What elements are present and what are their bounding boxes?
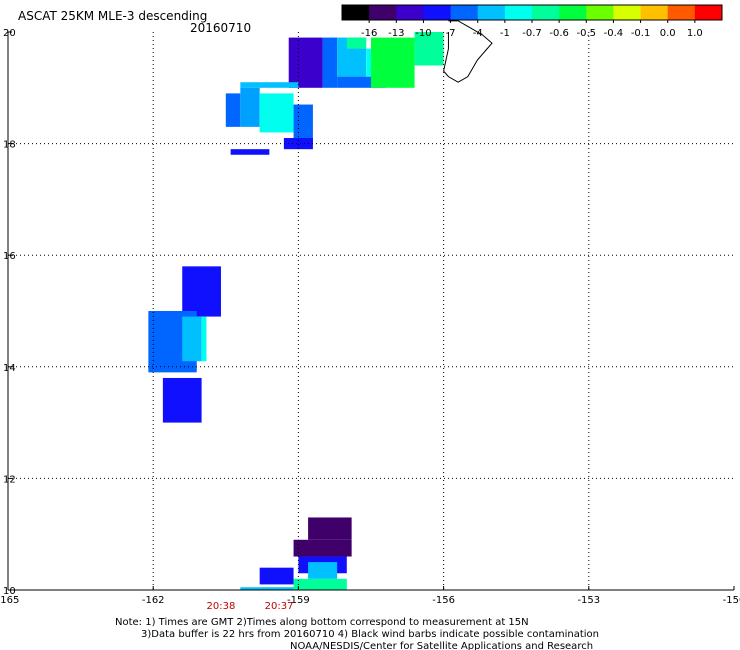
wind-cell: [259, 567, 294, 585]
colorbar-label: -4: [473, 28, 483, 39]
wind-cell: [162, 377, 202, 423]
colorbar-label: 1.0: [687, 28, 703, 39]
y-tick-label: 16: [3, 251, 16, 262]
note-line-1: Note: 1) Times are GMT 2)Times along bot…: [115, 617, 529, 628]
colorbar-swatch: [504, 5, 533, 20]
colorbar-label: -7: [446, 28, 456, 39]
map-grid: [8, 32, 734, 590]
wind-cell: [230, 149, 270, 155]
wind-cell: [293, 578, 347, 590]
colorbar: -16 -13 -10 -7 -4 -1 -0.7 -0.6 -0.5 -0.4 -0.1 0.0 1.…: [341, 4, 723, 39]
colorbar-label: -16: [361, 28, 377, 39]
x-tick-label: -156: [432, 595, 455, 606]
colorbar-swatch: [342, 5, 370, 20]
time-label: 20:37: [265, 601, 294, 612]
coastline: [443, 20, 493, 83]
colorbar-swatch: [559, 5, 587, 20]
colorbar-swatch: [369, 5, 397, 20]
colorbar-swatch: [423, 5, 452, 20]
colorbar-label: -0.1: [631, 28, 651, 39]
y-tick-label: 20: [3, 28, 16, 39]
chart-title: ASCAT 25KM MLE-3 descending: [18, 9, 207, 23]
note-line-2: 3)Data buffer is 22 hrs from 20160710 4)…: [141, 629, 599, 640]
wind-cell: [337, 76, 386, 88]
wind-cell: [346, 37, 367, 49]
wind-cell: [240, 82, 299, 88]
wind-cell: [308, 517, 352, 540]
wind-cell: [293, 104, 313, 144]
map-axes: -165 -162 -159 -156 -153 -150 10 12 14 16 18 20: [0, 28, 740, 606]
x-tick-label: -153: [577, 595, 600, 606]
colorbar-swatch: [450, 5, 479, 20]
y-tick-label: 10: [3, 586, 16, 597]
colorbar-label: 0.0: [660, 28, 676, 39]
colorbar-swatch: [396, 5, 424, 20]
note-line-3: NOAA/NESDIS/Center for Satellite Applica…: [290, 641, 593, 650]
colorbar-label: -0.6: [549, 28, 569, 39]
colorbar-label: -0.4: [604, 28, 624, 39]
colorbar-swatch: [667, 5, 696, 20]
wind-cell: [182, 316, 202, 362]
wind-cell: [322, 37, 338, 88]
x-tick-label: -150: [723, 595, 740, 606]
colorbar-swatch: [694, 5, 723, 20]
hawaii-coastline: [443, 20, 493, 83]
wind-cell: [283, 138, 313, 150]
colorbar-swatch: [613, 5, 642, 20]
colorbar-label: -0.7: [522, 28, 542, 39]
wind-cell: [182, 266, 221, 317]
wind-cell: [414, 32, 444, 66]
y-tick-label: 12: [3, 474, 16, 485]
y-tick-label: 18: [3, 140, 16, 151]
wind-cell: [371, 37, 415, 88]
colorbar-label: -13: [388, 28, 404, 39]
wind-cell: [225, 93, 241, 127]
x-tick-label: -165: [0, 595, 19, 606]
y-tick-label: 14: [3, 363, 16, 374]
colorbar-label: -10: [415, 28, 431, 39]
colorbar-swatch: [532, 5, 560, 20]
time-label: 20:38: [207, 601, 236, 612]
chart-date: 20160710: [190, 21, 251, 35]
wind-cell: [240, 587, 294, 590]
x-tick-label: -162: [142, 595, 165, 606]
wind-cell: [288, 37, 323, 88]
wind-cell: [308, 562, 338, 579]
colorbar-swatch: [640, 5, 669, 20]
wind-cell: [293, 539, 352, 557]
time-labels: 20:38 20:37: [207, 601, 294, 612]
colorbar-swatch: [586, 5, 614, 20]
wind-cell: [259, 93, 294, 133]
wind-cell: [201, 316, 207, 362]
wind-cells: [148, 32, 444, 590]
colorbar-label: -1: [500, 28, 510, 39]
colorbar-label: -0.5: [577, 28, 597, 39]
wind-cell: [240, 87, 260, 127]
x-tick-label: -159: [287, 595, 310, 606]
colorbar-swatch: [477, 5, 506, 20]
